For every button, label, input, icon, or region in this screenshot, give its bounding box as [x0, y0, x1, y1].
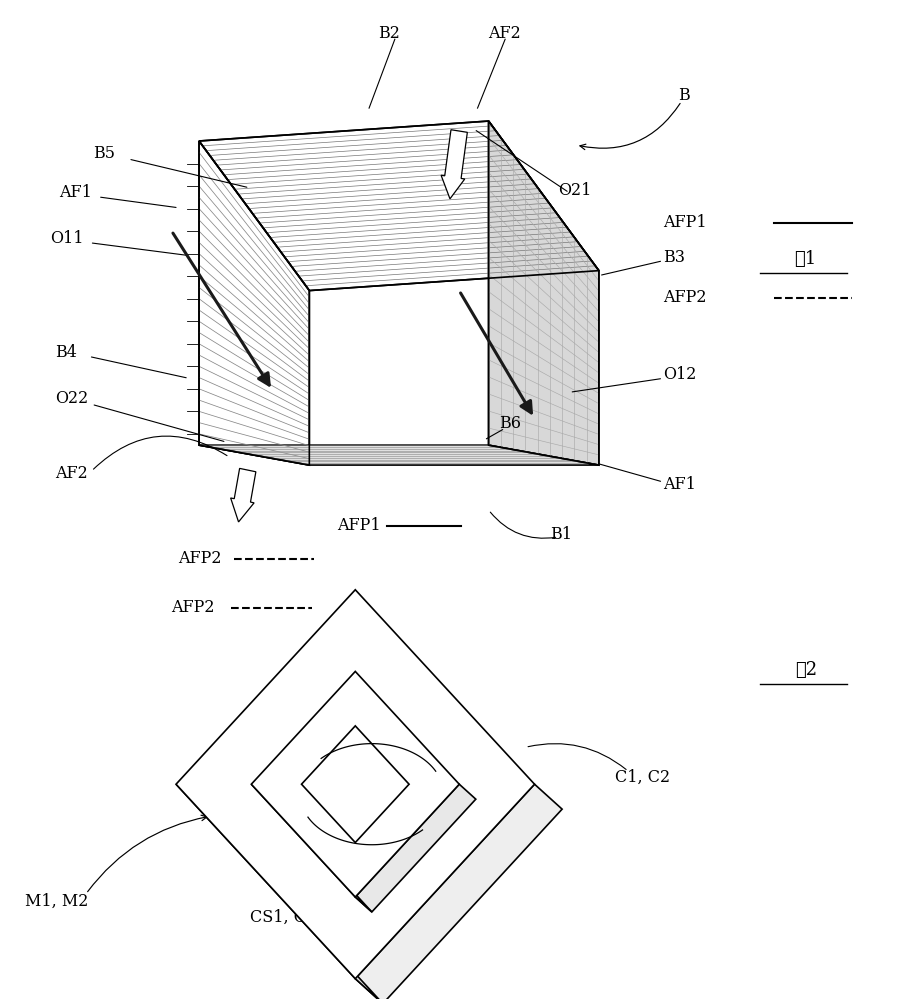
- Polygon shape: [489, 121, 599, 465]
- Text: AF2: AF2: [489, 25, 521, 42]
- Text: O21: O21: [559, 182, 592, 199]
- Text: AFP2: AFP2: [663, 289, 707, 306]
- Text: 图2: 图2: [795, 661, 817, 679]
- Text: C1, C2: C1, C2: [615, 769, 670, 786]
- Text: AF1: AF1: [59, 184, 92, 201]
- Text: AF2: AF2: [54, 465, 88, 482]
- Text: M1, M2: M1, M2: [25, 892, 89, 909]
- Polygon shape: [301, 726, 409, 843]
- Text: B4: B4: [54, 344, 77, 361]
- Text: B: B: [678, 87, 690, 104]
- Text: O12: O12: [663, 366, 697, 383]
- Text: AF1: AF1: [663, 476, 696, 493]
- Polygon shape: [176, 590, 535, 979]
- Text: AFP1: AFP1: [337, 517, 381, 534]
- FancyArrow shape: [230, 468, 256, 522]
- Polygon shape: [176, 784, 383, 1000]
- Polygon shape: [252, 784, 372, 912]
- Text: B3: B3: [663, 249, 685, 266]
- Polygon shape: [252, 671, 459, 897]
- Text: AFP2: AFP2: [178, 550, 221, 567]
- Text: O22: O22: [54, 390, 88, 407]
- Text: B1: B1: [550, 526, 573, 543]
- Text: O11: O11: [50, 230, 84, 247]
- Polygon shape: [199, 141, 309, 465]
- Text: AFP1: AFP1: [663, 214, 707, 231]
- Text: AFP2: AFP2: [171, 599, 215, 616]
- Text: B2: B2: [378, 25, 400, 42]
- Polygon shape: [355, 784, 476, 912]
- Text: CS1, CS2: CS1, CS2: [250, 908, 326, 925]
- Text: 图1: 图1: [795, 250, 817, 268]
- Polygon shape: [199, 445, 599, 465]
- FancyArrow shape: [441, 130, 467, 199]
- Polygon shape: [199, 121, 599, 291]
- Polygon shape: [355, 784, 562, 1000]
- Text: B5: B5: [93, 145, 115, 162]
- Text: B6: B6: [500, 415, 522, 432]
